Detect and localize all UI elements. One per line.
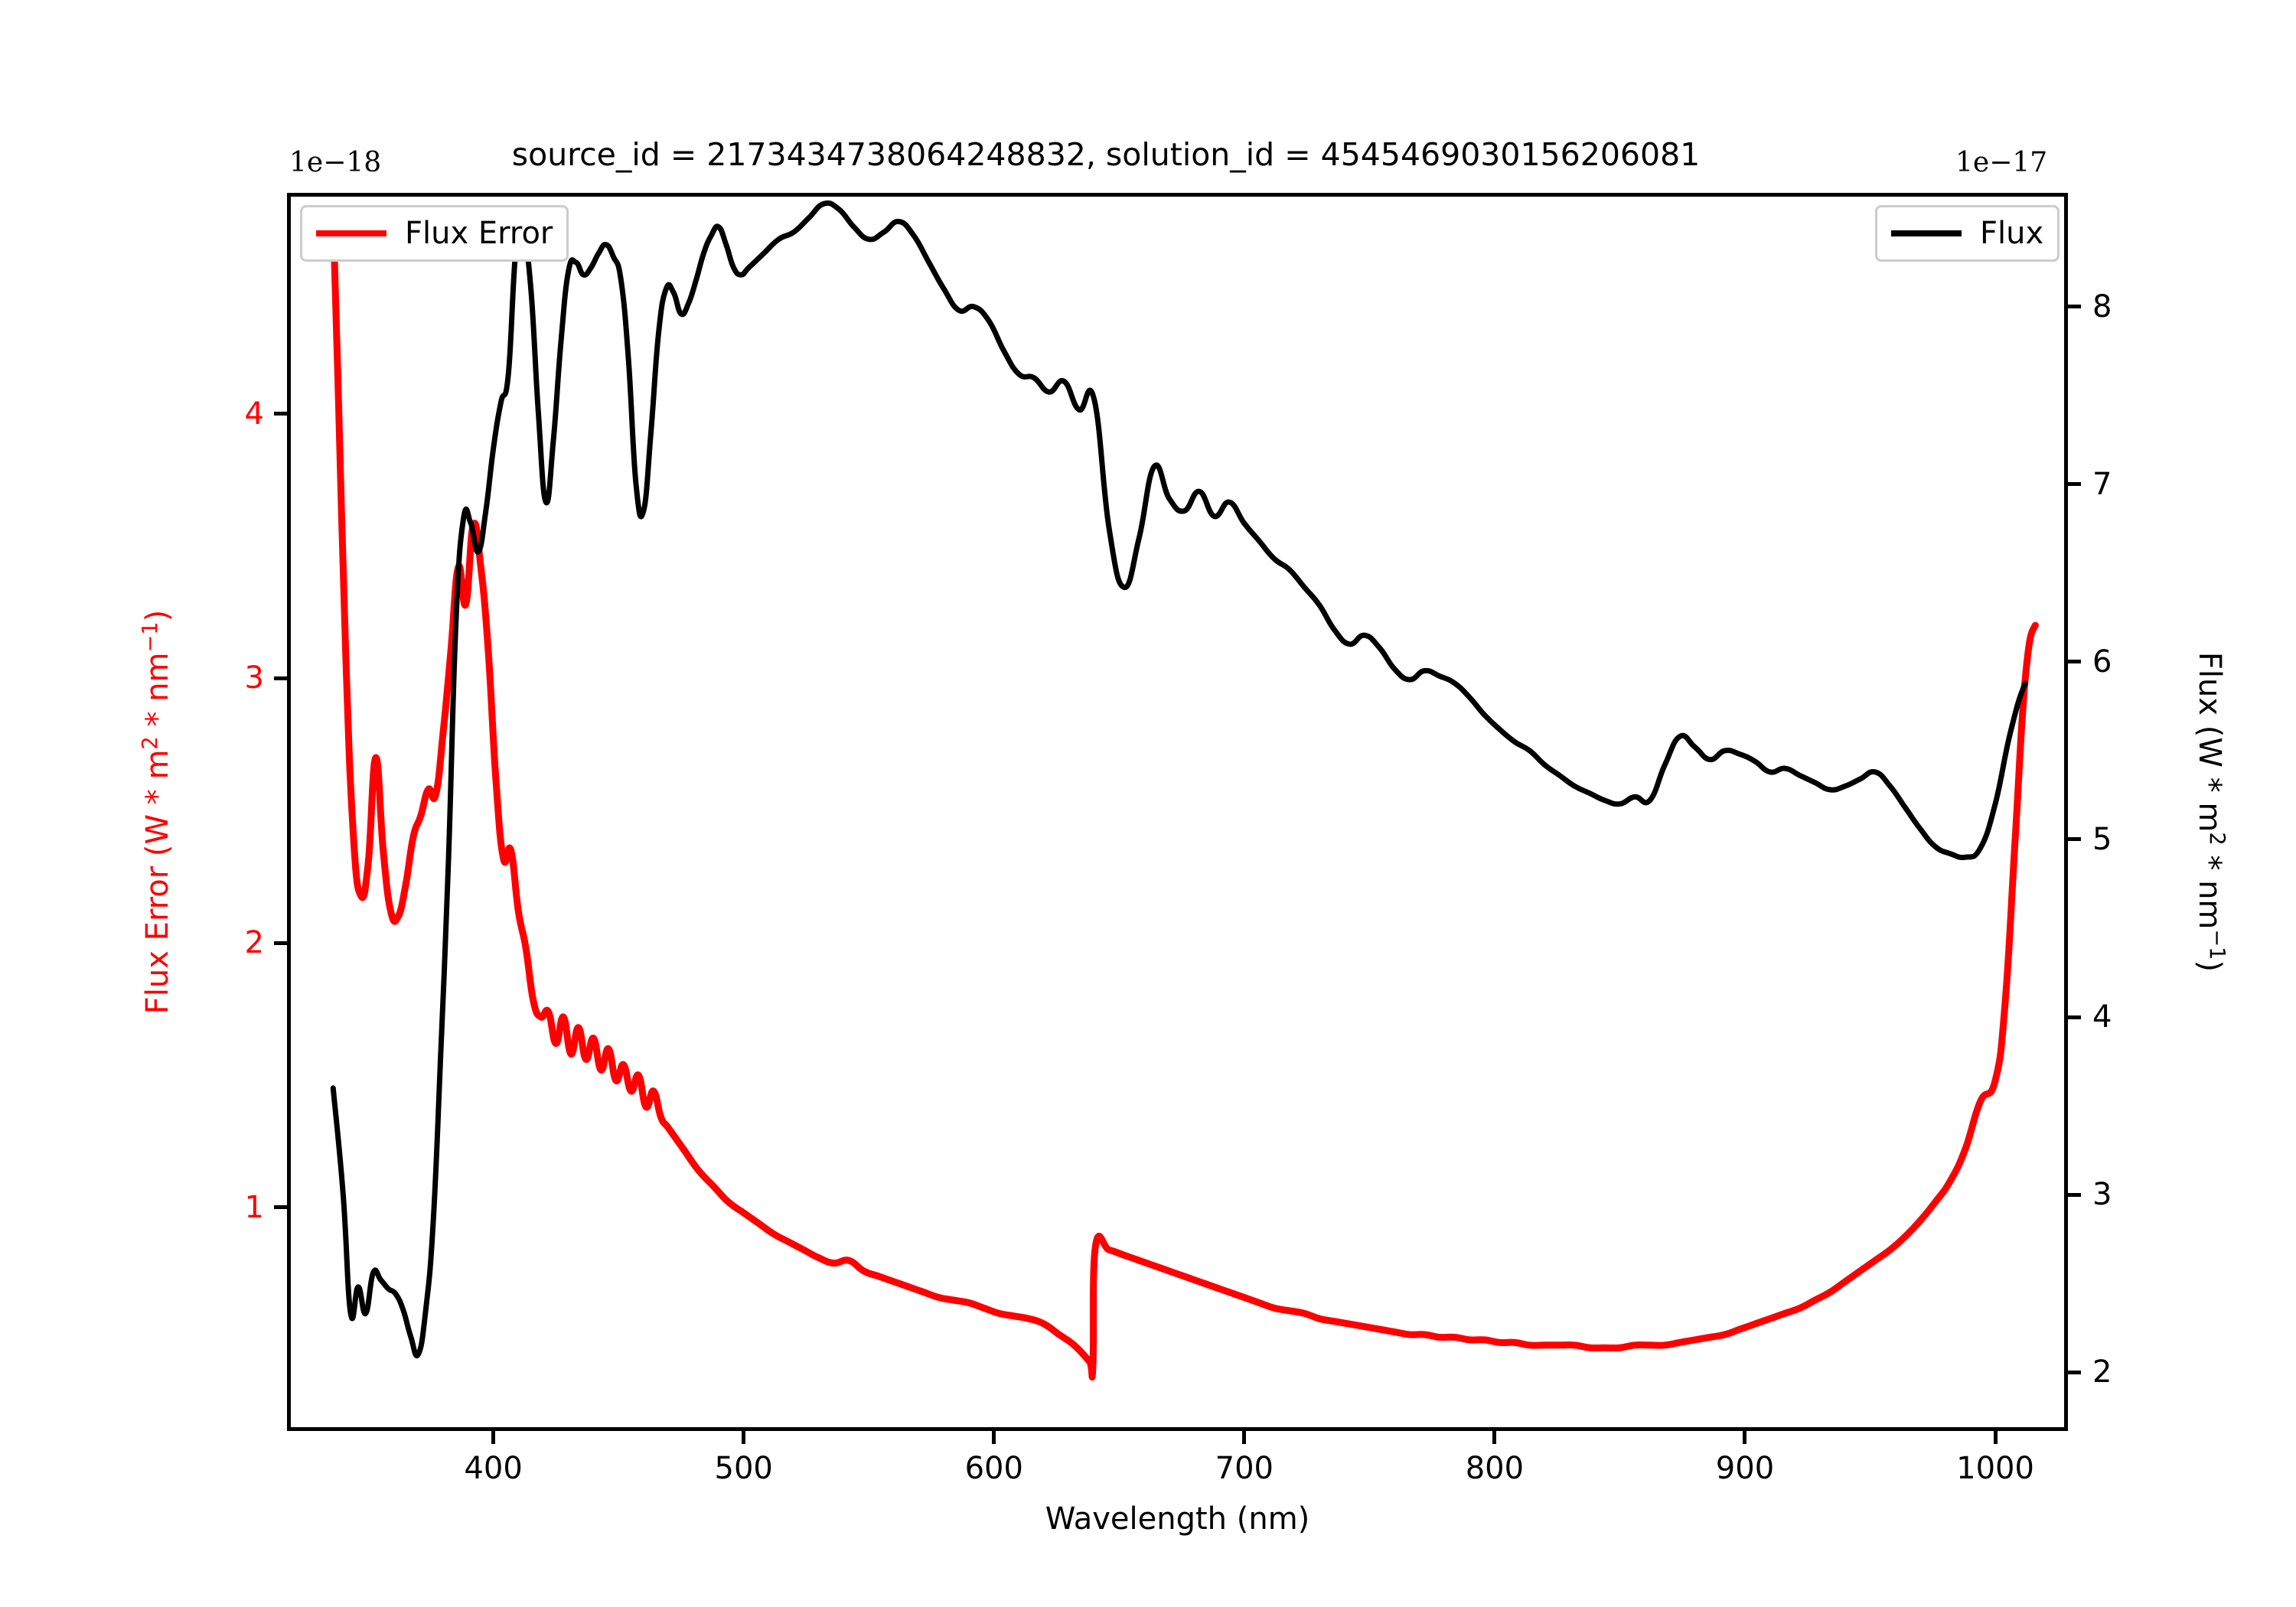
x-tick-label: 500 bbox=[714, 1451, 773, 1486]
right-y-tick-mark bbox=[2068, 305, 2081, 309]
left-y-tick-label: 1 bbox=[244, 1189, 264, 1225]
left-y-tick-label: 3 bbox=[244, 660, 264, 696]
right-y-tick-label: 2 bbox=[2092, 1354, 2112, 1390]
x-tick-label: 400 bbox=[464, 1451, 523, 1486]
x-tick-mark bbox=[1993, 1431, 1998, 1444]
left-axis-exponent: 1e−18 bbox=[289, 147, 382, 178]
x-tick-label: 700 bbox=[1215, 1451, 1274, 1486]
right-y-tick-mark bbox=[2068, 1015, 2081, 1019]
plot-svg bbox=[329, 200, 2039, 1381]
flux-series-group bbox=[330, 200, 2028, 1359]
x-tick-mark bbox=[992, 1431, 996, 1444]
right-y-tick-label: 5 bbox=[2092, 821, 2112, 857]
x-axis-label: Wavelength (nm) bbox=[1045, 1501, 1310, 1537]
left-y-tick-label: 2 bbox=[244, 925, 264, 961]
left-y-axis-label-sup-neg1: −1 bbox=[138, 621, 162, 653]
right-y-tick-label: 6 bbox=[2092, 644, 2112, 680]
legend-label-flux: Flux bbox=[1980, 216, 2044, 251]
left-y-axis-label-mid: * nm bbox=[140, 652, 176, 737]
left-y-axis-label-sup-2: 2 bbox=[138, 736, 162, 750]
left-y-tick-mark bbox=[274, 1205, 287, 1210]
plot-title-text: source_id = 2173434738064248832, solutio… bbox=[511, 136, 1701, 173]
flux-error-series-group bbox=[329, 211, 2039, 1381]
x-tick-mark bbox=[742, 1431, 746, 1444]
plot-area bbox=[287, 193, 2068, 1431]
right-y-tick-mark bbox=[2068, 1370, 2081, 1374]
flux-error-line bbox=[329, 211, 2039, 1381]
x-tick-label: 600 bbox=[964, 1451, 1023, 1486]
x-tick-label: 800 bbox=[1465, 1451, 1525, 1486]
x-tick-mark bbox=[1242, 1431, 1247, 1444]
right-y-tick-mark bbox=[2068, 1192, 2081, 1197]
left-y-axis-label-suffix: ) bbox=[140, 609, 176, 622]
left-y-tick-mark bbox=[274, 940, 287, 945]
left-y-tick-mark bbox=[274, 676, 287, 680]
legend-line-swatch-red-icon bbox=[316, 230, 386, 236]
right-y-tick-mark bbox=[2068, 482, 2081, 487]
right-y-axis-label-prefix: Flux (W * m bbox=[2191, 651, 2227, 833]
left-y-axis-label-prefix: Flux Error (W * m bbox=[140, 749, 176, 1015]
left-y-tick-label: 4 bbox=[244, 396, 264, 432]
right-y-tick-label: 4 bbox=[2092, 999, 2112, 1035]
x-tick-mark bbox=[1743, 1431, 1747, 1444]
right-y-axis-label-sup-2: 2 bbox=[2205, 832, 2229, 846]
legend-label-flux-error: Flux Error bbox=[405, 216, 553, 251]
legend-line-swatch-black-icon bbox=[1891, 230, 1962, 236]
x-tick-mark bbox=[1492, 1431, 1497, 1444]
left-y-tick-mark bbox=[274, 412, 287, 416]
right-y-axis-label-mid: * nm bbox=[2191, 845, 2227, 930]
right-y-axis-label-suffix: ) bbox=[2191, 960, 2227, 973]
legend-flux[interactable]: Flux bbox=[1875, 205, 2060, 262]
right-y-tick-mark bbox=[2068, 837, 2081, 842]
right-axis-exponent: 1e−17 bbox=[1955, 147, 2048, 178]
page-title: source_id = 2173434738064248832, solutio… bbox=[0, 136, 2296, 173]
legend-flux-error[interactable]: Flux Error bbox=[300, 205, 569, 262]
x-tick-label: 1000 bbox=[1956, 1451, 2034, 1486]
right-y-axis-label: Flux (W * m2 * nm−1) bbox=[2192, 652, 2229, 972]
right-y-tick-mark bbox=[2068, 660, 2081, 664]
left-y-axis-label: Flux Error (W * m2 * nm−1) bbox=[139, 610, 175, 1014]
right-y-tick-label: 7 bbox=[2092, 466, 2112, 502]
flux-line bbox=[330, 200, 2028, 1359]
right-y-tick-label: 8 bbox=[2092, 288, 2112, 324]
x-tick-label: 900 bbox=[1715, 1451, 1775, 1486]
right-y-tick-label: 3 bbox=[2092, 1177, 2112, 1213]
x-tick-mark bbox=[491, 1431, 496, 1444]
right-y-axis-label-sup-neg1: −1 bbox=[2205, 929, 2229, 960]
